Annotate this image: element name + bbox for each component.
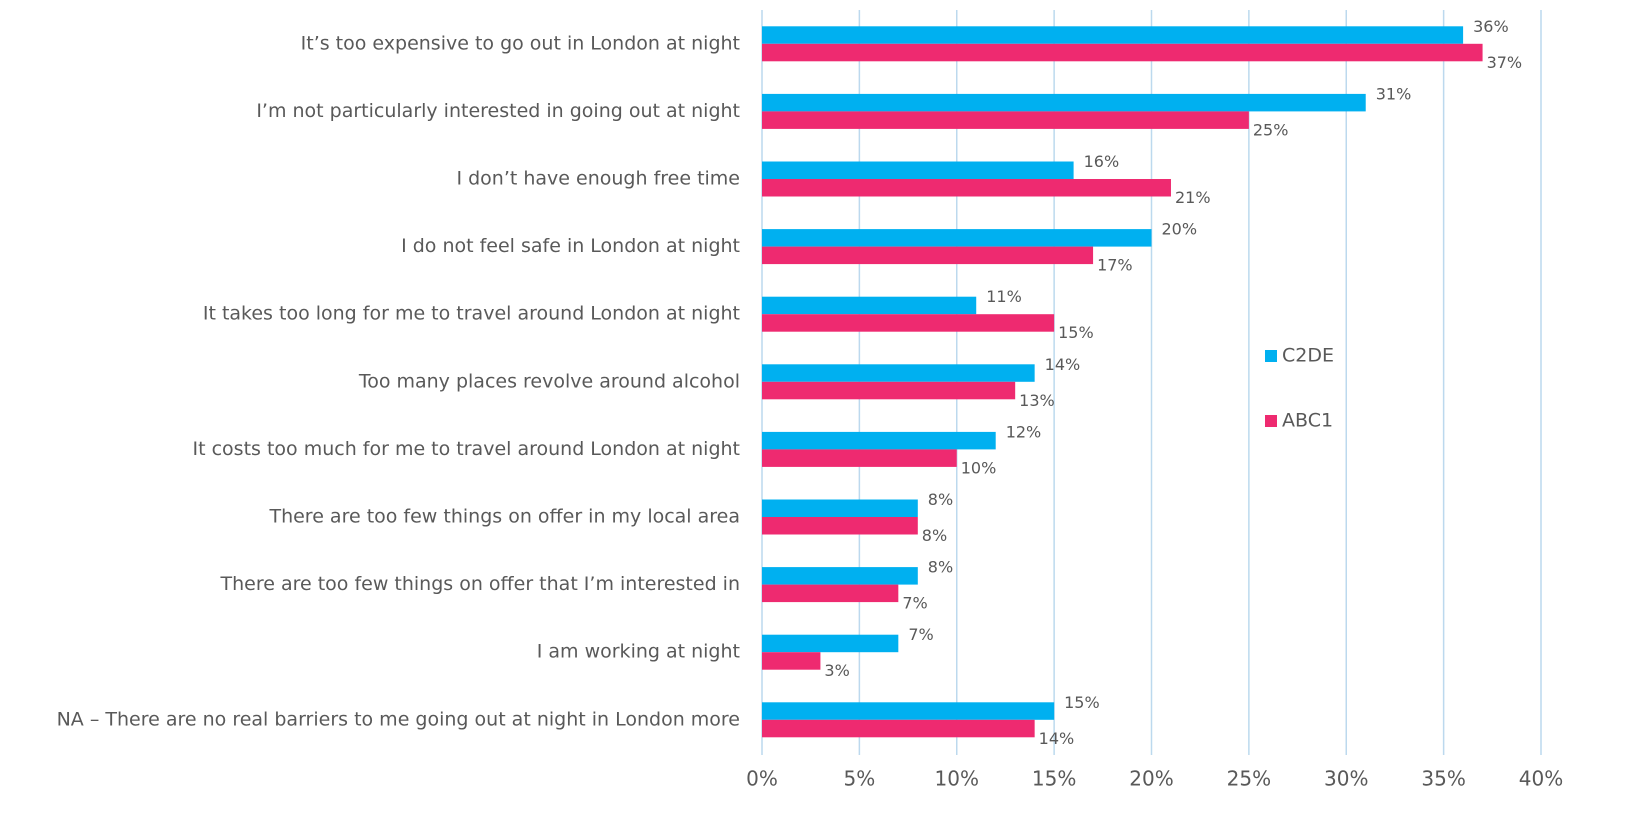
x-tick-label: 0% [746, 767, 778, 791]
bar [762, 634, 899, 653]
bar [762, 296, 977, 315]
data-label: 8% [922, 526, 947, 545]
data-label: 8% [928, 490, 953, 509]
y-tick-label: It takes too long for me to travel aroun… [203, 303, 740, 325]
bar [762, 43, 1483, 62]
x-tick-label: 5% [844, 767, 876, 791]
legend-label: C2DE [1282, 345, 1334, 367]
bar [762, 517, 918, 535]
x-tick-label: 40% [1519, 767, 1563, 791]
legend-swatch [1265, 415, 1277, 427]
data-label: 21% [1175, 188, 1211, 207]
bar [762, 584, 899, 603]
y-tick-label: NA – There are no real barriers to me go… [57, 708, 740, 730]
x-tick-label: 25% [1227, 767, 1271, 791]
bar [762, 229, 1152, 247]
bar [762, 499, 918, 517]
legend-swatch [1265, 350, 1277, 362]
data-label: 15% [1058, 323, 1094, 342]
bar [762, 364, 1035, 382]
bar [762, 26, 1464, 44]
data-label: 11% [986, 287, 1022, 306]
data-label: 10% [961, 458, 997, 477]
y-tick-label: It’s too expensive to go out in London a… [301, 32, 740, 54]
bar [762, 567, 918, 585]
x-tick-label: 10% [935, 767, 979, 791]
data-label: 15% [1064, 693, 1100, 712]
bar [762, 449, 957, 467]
bar [762, 719, 1035, 738]
y-tick-label: There are too few things on offer that I… [219, 573, 740, 595]
y-tick-label: It costs too much for me to travel aroun… [193, 438, 740, 460]
data-label: 13% [1019, 391, 1055, 410]
bar [762, 93, 1366, 112]
bar [762, 652, 821, 670]
y-tick-label: There are too few things on offer in my … [268, 506, 740, 528]
bar [762, 381, 1016, 400]
bar [762, 431, 996, 450]
data-label: 37% [1487, 53, 1523, 72]
data-label: 20% [1162, 220, 1198, 239]
bar [762, 179, 1171, 197]
data-label: 12% [1006, 422, 1042, 441]
data-label: 31% [1376, 84, 1412, 103]
data-label: 7% [902, 594, 927, 613]
data-label: 36% [1473, 17, 1509, 36]
data-label: 14% [1045, 355, 1081, 374]
bar [762, 702, 1055, 720]
data-label: 14% [1039, 729, 1075, 748]
y-tick-label: I’m not particularly interested in going… [256, 100, 740, 122]
data-label: 16% [1084, 152, 1120, 171]
x-tick-label: 15% [1032, 767, 1076, 791]
y-tick-label: I do not feel safe in London at night [401, 235, 740, 257]
bar [762, 111, 1249, 129]
data-label: 7% [908, 625, 933, 644]
bar [762, 246, 1094, 265]
legend-label: ABC1 [1282, 410, 1333, 432]
x-tick-label: 30% [1324, 767, 1368, 791]
x-tick-label: 35% [1421, 767, 1465, 791]
data-label: 3% [824, 661, 849, 680]
data-label: 17% [1097, 256, 1133, 275]
x-tick-label: 20% [1129, 767, 1173, 791]
y-tick-label: I am working at night [537, 641, 740, 663]
data-label: 25% [1253, 120, 1289, 139]
y-tick-label: Too many places revolve around alcohol [358, 370, 740, 392]
data-label: 8% [928, 558, 953, 577]
bar [762, 314, 1055, 332]
y-tick-label: I don’t have enough free time [456, 168, 740, 190]
bar [762, 161, 1074, 179]
